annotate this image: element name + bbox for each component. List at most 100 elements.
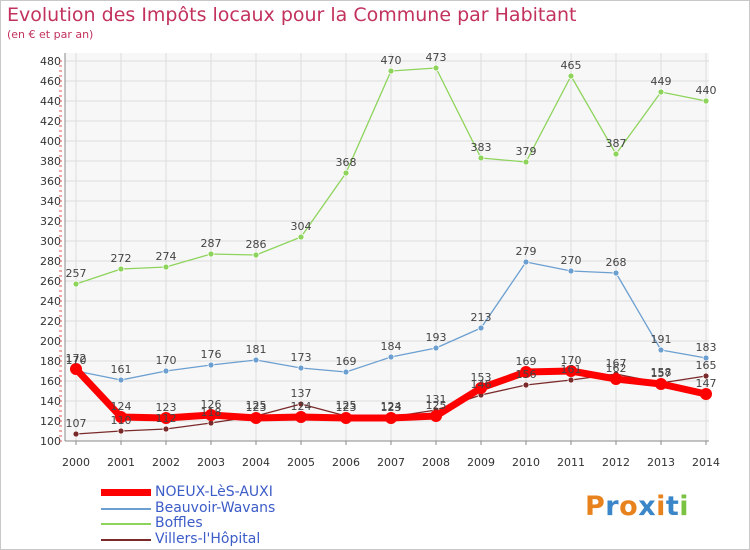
data-point: [205, 409, 217, 421]
data-point: [475, 382, 487, 394]
data-label: 123: [336, 401, 357, 414]
data-point: [567, 72, 575, 80]
logo-letter: i: [656, 491, 666, 522]
data-point: [162, 425, 170, 433]
x-tick-label: 2014: [692, 456, 720, 469]
data-label: 257: [66, 267, 87, 280]
data-label: 125: [336, 399, 357, 412]
logo-letter: x: [638, 491, 657, 522]
data-label: 124: [291, 400, 312, 413]
data-point: [72, 280, 80, 288]
data-point: [567, 376, 575, 384]
data-label: 169: [336, 355, 357, 368]
data-point: [432, 344, 440, 352]
data-label: 473: [426, 51, 447, 64]
data-label: 124: [111, 400, 132, 413]
data-label: 170: [561, 354, 582, 367]
data-label: 170: [156, 354, 177, 367]
data-point: [340, 412, 352, 424]
data-point: [522, 158, 530, 166]
data-label: 123: [246, 401, 267, 414]
data-point: [520, 366, 532, 378]
data-label: 268: [606, 256, 627, 269]
data-label: 181: [246, 343, 267, 356]
data-label: 184: [381, 340, 402, 353]
data-label: 161: [111, 363, 132, 376]
x-tick-label: 2011: [557, 456, 585, 469]
y-tick-label: 240: [40, 295, 61, 308]
data-point: [477, 324, 485, 332]
data-point: [207, 250, 215, 258]
data-label: 126: [201, 398, 222, 411]
data-point: [430, 410, 442, 422]
data-point: [385, 412, 397, 424]
x-tick-label: 2005: [287, 456, 315, 469]
data-label: 167: [606, 357, 627, 370]
data-point: [567, 267, 575, 275]
data-point: [387, 67, 395, 75]
data-label: 279: [516, 245, 537, 258]
y-tick-label: 100: [40, 435, 61, 448]
data-point: [655, 378, 667, 390]
data-point: [295, 411, 307, 423]
data-label: 112: [156, 412, 177, 425]
y-tick-label: 380: [40, 155, 61, 168]
data-point: [297, 364, 305, 372]
legend-label: Villers-l'Hôpital: [155, 530, 261, 547]
x-tick-label: 2007: [377, 456, 405, 469]
legend-label: Beauvoir-Wavans: [155, 499, 276, 516]
data-label: 387: [606, 137, 627, 150]
x-tick-label: 2001: [107, 456, 135, 469]
x-tick-label: 2006: [332, 456, 360, 469]
data-label: 213: [471, 311, 492, 324]
data-label: 169: [516, 355, 537, 368]
chart-title: Evolution des Impôts locaux pour la Comm…: [7, 4, 577, 26]
y-tick-label: 140: [40, 395, 61, 408]
logo-letter: r: [605, 491, 620, 522]
y-tick-label: 120: [40, 415, 61, 428]
data-point: [117, 265, 125, 273]
x-tick-label: 2009: [467, 456, 495, 469]
data-point: [117, 427, 125, 435]
data-point: [207, 361, 215, 369]
legend-swatch-villers-l-hopital: [101, 538, 151, 541]
y-tick-label: 400: [40, 135, 61, 148]
data-label: 131: [426, 393, 447, 406]
data-point: [477, 154, 485, 162]
data-label: 124: [381, 400, 402, 413]
data-point: [387, 353, 395, 361]
data-point: [612, 269, 620, 277]
data-point: [610, 373, 622, 385]
data-label: 157: [651, 367, 672, 380]
y-tick-label: 220: [40, 315, 61, 328]
y-tick-label: 460: [40, 75, 61, 88]
data-label: 172: [66, 352, 87, 365]
data-label: 368: [336, 156, 357, 169]
x-tick-label: 2013: [647, 456, 675, 469]
data-point: [657, 346, 665, 354]
data-label: 137: [291, 387, 312, 400]
data-point: [72, 430, 80, 438]
legend-label: Boffles: [155, 515, 203, 531]
data-label: 287: [201, 237, 222, 250]
data-point: [160, 412, 172, 424]
data-label: 379: [516, 145, 537, 158]
data-label: 449: [651, 75, 672, 88]
data-label: 193: [426, 331, 447, 344]
logo-letter: P: [585, 491, 606, 522]
y-tick-label: 300: [40, 235, 61, 248]
data-point: [702, 97, 710, 105]
data-label: 156: [516, 368, 537, 381]
y-tick-label: 480: [40, 55, 61, 68]
legend-swatch-boffles: [101, 523, 151, 525]
data-label: 440: [696, 84, 717, 97]
data-label: 125: [246, 399, 267, 412]
data-point: [252, 356, 260, 364]
y-tick-label: 260: [40, 275, 61, 288]
y-tick-label: 200: [40, 335, 61, 348]
y-tick-label: 340: [40, 195, 61, 208]
data-point: [70, 363, 82, 375]
data-label: 123: [381, 401, 402, 414]
x-tick-label: 2004: [242, 456, 270, 469]
